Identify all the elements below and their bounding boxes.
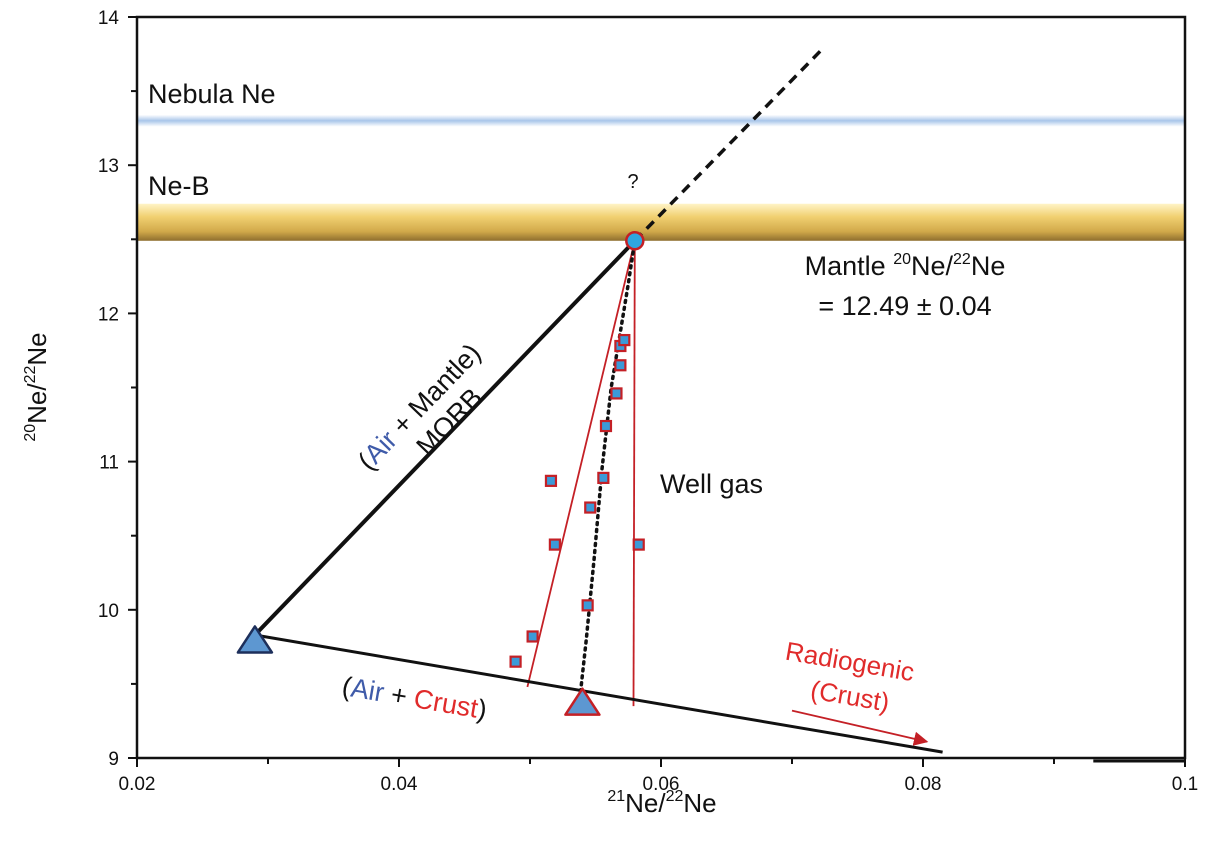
air-crust-plus: + — [381, 678, 416, 713]
data-point — [610, 387, 623, 400]
mixing-lines — [253, 45, 1185, 763]
reference-bands — [137, 114, 1185, 241]
mantle-sup2: 22 — [953, 251, 971, 268]
data-point — [632, 538, 645, 551]
x-tick-label: 0.06 — [643, 774, 680, 795]
radiogenic-arrow — [791, 709, 929, 746]
data-point — [509, 655, 522, 668]
well-gas-trend-line — [578, 239, 637, 701]
mantle-endmember-circle — [625, 231, 645, 251]
mantle-ratio-value: = 12.49 ± 0.04 — [818, 291, 991, 321]
y-tick-label: 14 — [98, 8, 120, 29]
air-crust-mixing-line — [254, 633, 943, 754]
data-point — [544, 474, 558, 487]
data-point — [599, 419, 613, 433]
x-title-sup1: 21 — [607, 788, 625, 805]
envelope-right-line — [632, 240, 636, 707]
y-title-main: Ne/ — [22, 383, 52, 424]
question-mark: ? — [627, 171, 638, 193]
x-tick-label: 0.08 — [905, 774, 942, 795]
y-tick-label: 11 — [99, 453, 119, 474]
band-label-nebula: Nebula Ne — [148, 79, 276, 109]
x-axis-title: 21Ne/22Ne — [607, 788, 716, 818]
y-axis-title: 20Ne/22Ne — [22, 332, 52, 441]
air-endmember-triangle — [236, 625, 274, 654]
envelope-left-line — [526, 240, 636, 688]
x-tick-label: 0.02 — [119, 774, 156, 795]
x-tick-label: 0.1 — [1172, 774, 1198, 795]
air-crust-label: (Air + Crust) — [340, 671, 489, 725]
mantle-mid: Ne/ — [911, 251, 954, 281]
y-tick-label: 9 — [108, 749, 119, 770]
x-title-main: Ne/ — [625, 788, 666, 818]
band-ne-b — [137, 203, 1185, 241]
y-title-sup1: 20 — [22, 424, 39, 442]
axis-ticks: 0.02 0.04 0.06 0.08 0.1 9 10 11 12 13 14 — [98, 8, 1198, 795]
mantle-sup1: 20 — [893, 251, 911, 268]
mantle-extension-line — [633, 45, 826, 243]
y-title-sup2: 22 — [22, 365, 39, 383]
y-title-end: Ne — [22, 332, 52, 365]
data-point — [597, 471, 610, 485]
morb-labels: (Air + Mantle) MORB — [352, 338, 488, 476]
y-tick-label: 10 — [98, 601, 119, 622]
y-tick-label: 12 — [98, 304, 119, 325]
band-nebula — [137, 114, 1185, 127]
data-point — [614, 359, 627, 372]
x-tick-label: 0.04 — [381, 774, 418, 795]
mantle-label-prefix: Mantle — [805, 251, 894, 281]
data-point — [584, 501, 597, 514]
mantle-ratio-label: Mantle 20Ne/22Ne — [805, 251, 1006, 281]
endmember-markers — [236, 231, 645, 716]
well-gas-points — [509, 333, 645, 668]
air-crust-air: Air — [349, 673, 387, 708]
x-title-sup2: 22 — [666, 788, 684, 805]
band-label-ne-b: Ne-B — [148, 171, 210, 201]
well-gas-label: Well gas — [660, 469, 763, 499]
data-point — [548, 538, 561, 551]
y-tick-label: 13 — [98, 156, 119, 177]
data-point — [581, 599, 594, 612]
radiogenic-label: Radiogenic — [783, 636, 916, 687]
data-point — [618, 333, 631, 347]
x-title-end: Ne — [683, 788, 716, 818]
air-crust-crust: Crust — [412, 683, 481, 724]
data-point — [526, 630, 539, 643]
air-mantle-mixing-line — [253, 239, 637, 637]
crust-endmember-triangle — [564, 687, 601, 716]
plot-frame — [135, 15, 1187, 760]
radiogenic-labels: Radiogenic (Crust) — [783, 636, 916, 718]
mantle-end: Ne — [971, 251, 1006, 281]
